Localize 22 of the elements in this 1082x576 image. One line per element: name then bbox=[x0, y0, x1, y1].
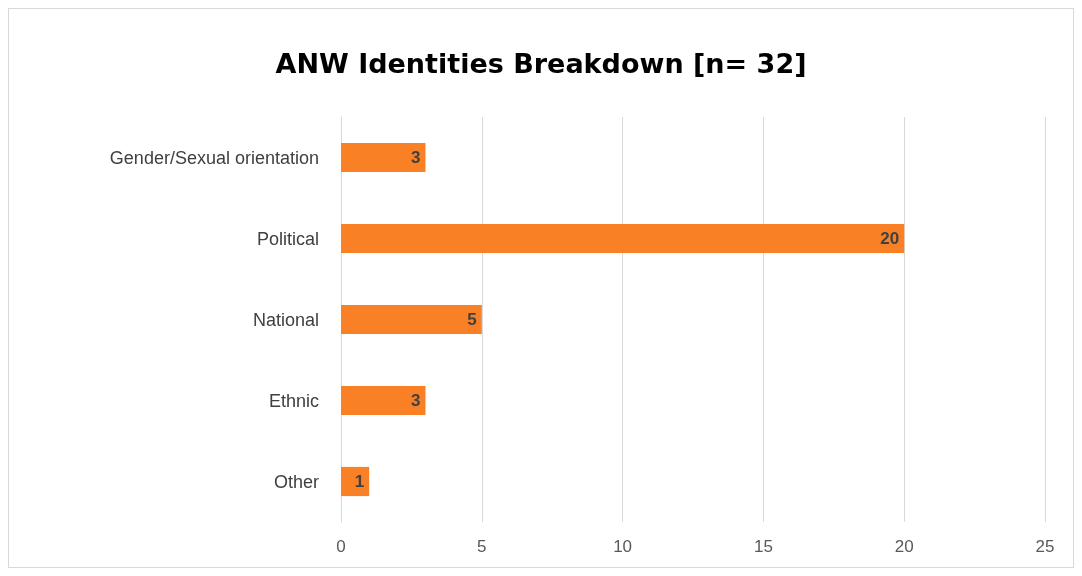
y-tick-label: Political bbox=[256, 228, 319, 249]
y-tick-label: Other bbox=[273, 471, 319, 492]
data-label: 5 bbox=[467, 310, 477, 329]
x-tick-label: 10 bbox=[613, 537, 633, 556]
y-tick-label: National bbox=[252, 309, 319, 330]
x-tick-label: 0 bbox=[336, 537, 346, 556]
bar bbox=[341, 304, 482, 335]
bar bbox=[341, 142, 426, 173]
data-label: 1 bbox=[354, 472, 365, 491]
data-label: 3 bbox=[411, 391, 421, 410]
chart-title: ANW Identities Breakdown [n= 32] bbox=[275, 48, 807, 79]
data-label: 20 bbox=[880, 229, 900, 248]
x-tick-label: 25 bbox=[1035, 537, 1055, 556]
y-tick-label: Gender/Sexual orientation bbox=[109, 147, 319, 168]
bar bbox=[341, 466, 370, 497]
y-tick-label: Ethnic bbox=[268, 390, 319, 411]
bar bbox=[341, 223, 905, 254]
data-label: 3 bbox=[411, 148, 421, 167]
x-tick-label: 20 bbox=[894, 537, 914, 556]
x-tick-label: 15 bbox=[753, 537, 773, 556]
x-tick-label: 5 bbox=[477, 537, 487, 556]
bar bbox=[341, 385, 426, 416]
